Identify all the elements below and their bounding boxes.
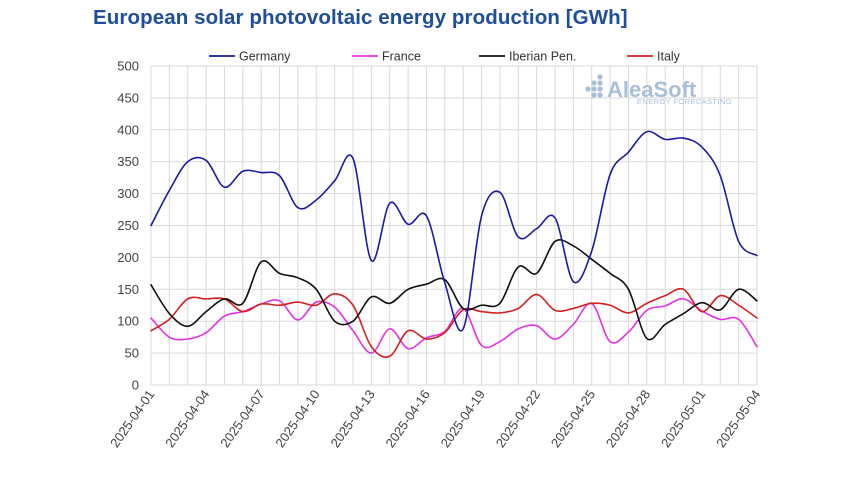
x-tick-label: 2025-04-16 [382, 387, 432, 450]
x-tick-label: 2025-05-04 [713, 387, 763, 450]
y-tick-label: 50 [125, 346, 139, 361]
x-tick-label: 2025-04-25 [548, 387, 598, 450]
x-axis: 2025-04-01 2025-04-04 2025-04-07 2025-04-10… [107, 387, 763, 450]
legend-label-germany: Germany [239, 50, 291, 64]
logo-dots-icon [585, 74, 603, 98]
x-tick-label: 2025-04-28 [603, 387, 653, 450]
logo-text: AleaSoft [607, 77, 697, 102]
series-lines [150, 130, 758, 358]
y-tick-label: 500 [117, 59, 139, 74]
y-tick-label: 150 [117, 282, 139, 297]
grid-lines [150, 65, 758, 386]
legend-label-italy: Italy [657, 50, 681, 64]
x-tick-label: 2025-04-22 [493, 387, 543, 450]
aleasoft-logo: AleaSoft ENERGY FORECASTING [585, 74, 732, 106]
legend: Germany France Iberian Pen. Italy [209, 50, 681, 64]
series-line-italy [150, 287, 758, 358]
x-tick-label: 2025-04-04 [162, 387, 212, 450]
x-tick-label: 2025-04-13 [327, 387, 377, 450]
legend-label-iberian-pen: Iberian Pen. [509, 50, 576, 64]
y-tick-label: 350 [117, 154, 139, 169]
y-tick-label: 450 [117, 90, 139, 105]
x-tick-label: 2025-05-01 [658, 387, 708, 450]
series-line-germany [150, 130, 758, 332]
legend-label-france: France [382, 50, 421, 64]
series-line-iberian-pen [150, 239, 758, 341]
series-line-france [150, 298, 758, 354]
x-tick-label: 2025-04-19 [438, 387, 488, 450]
y-tick-label: 100 [117, 314, 139, 329]
y-tick-label: 0 [132, 378, 139, 393]
y-axis: 0 50 100 150 200 250 300 350 400 450 500 [117, 59, 139, 393]
y-tick-label: 250 [117, 218, 139, 233]
y-tick-label: 300 [117, 186, 139, 201]
y-tick-label: 200 [117, 250, 139, 265]
x-tick-label: 2025-04-01 [107, 387, 157, 450]
logo-tagline: ENERGY FORECASTING [637, 97, 732, 106]
y-tick-label: 400 [117, 122, 139, 137]
chart-title: European solar photovoltaic energy produ… [93, 6, 628, 29]
x-tick-label: 2025-04-10 [272, 387, 322, 450]
x-tick-label: 2025-04-07 [217, 387, 267, 450]
